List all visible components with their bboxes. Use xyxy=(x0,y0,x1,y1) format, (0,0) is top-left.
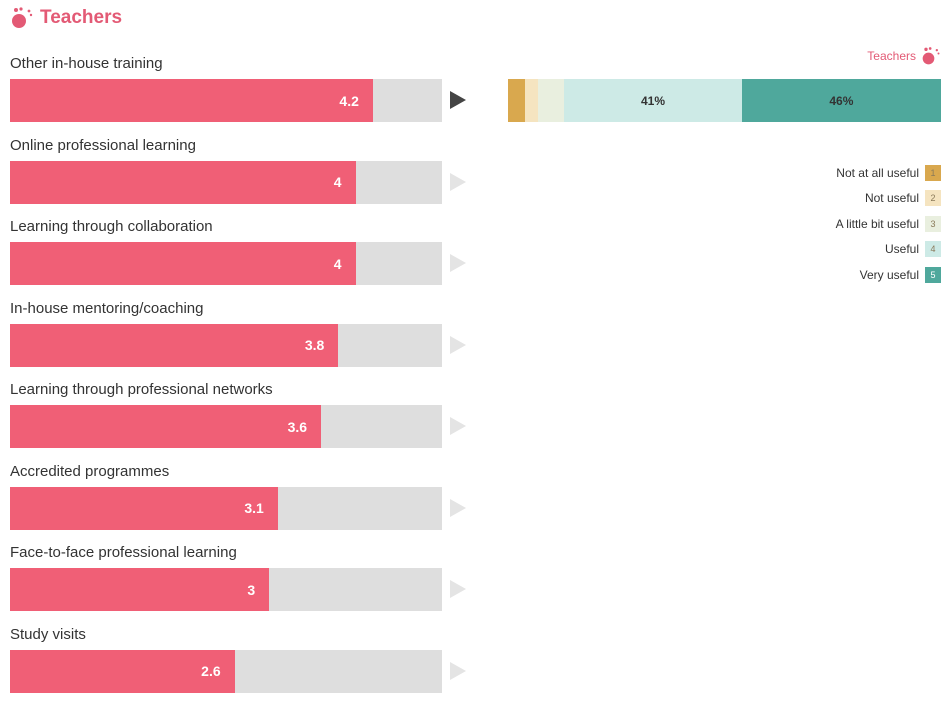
distribution-stacked-bar: 41%46% xyxy=(508,79,941,122)
bar-track: 3 xyxy=(10,568,442,611)
expand-arrow-icon[interactable] xyxy=(450,499,466,517)
distribution-header: Teachers xyxy=(867,46,941,66)
stack-segment: 41% xyxy=(564,79,742,122)
legend: Not at all useful 1 Not useful 2 A little bi… xyxy=(836,160,941,288)
category-label: Accredited programmes xyxy=(10,463,169,480)
expand-arrow-icon[interactable] xyxy=(450,91,466,109)
bar-track: 4 xyxy=(10,161,442,204)
bar-row[interactable]: Face-to-face professional learning 3 xyxy=(10,541,480,623)
legend-label: Not at all useful xyxy=(836,166,919,180)
bar-row[interactable]: Other in-house training 4.2 xyxy=(10,52,480,134)
category-label: Learning through collaboration xyxy=(10,218,213,235)
legend-label: Very useful xyxy=(860,268,919,282)
bar-track: 2.6 xyxy=(10,650,442,693)
bar xyxy=(10,79,373,122)
legend-swatch: 5 xyxy=(925,267,941,283)
legend-item: Very useful 5 xyxy=(860,262,941,288)
bar-track: 3.6 xyxy=(10,405,442,448)
bar-row[interactable]: Accredited programmes 3.1 xyxy=(10,460,480,542)
bar-track: 3.8 xyxy=(10,324,442,367)
page-title: Teachers xyxy=(40,7,122,29)
bar-track: 3.1 xyxy=(10,487,442,530)
legend-swatch: 4 xyxy=(925,241,941,257)
data-label: 3 xyxy=(247,568,269,611)
bar-row[interactable]: In-house mentoring/coaching 3.8 xyxy=(10,297,480,379)
data-label: 3.8 xyxy=(305,324,338,367)
legend-label: Not useful xyxy=(865,191,919,205)
bar xyxy=(10,324,338,367)
legend-item: Useful 4 xyxy=(885,237,941,263)
distribution-group-label: Teachers xyxy=(867,49,916,63)
category-label: Study visits xyxy=(10,626,86,643)
expand-arrow-icon[interactable] xyxy=(450,417,466,435)
data-label: 2.6 xyxy=(201,650,234,693)
legend-swatch: 2 xyxy=(925,190,941,206)
expand-arrow-icon[interactable] xyxy=(450,254,466,272)
data-label: 3.1 xyxy=(244,487,277,530)
legend-item: A little bit useful 3 xyxy=(836,211,941,237)
expand-arrow-icon[interactable] xyxy=(450,662,466,680)
teachers-logo-icon xyxy=(921,46,941,66)
expand-arrow-icon[interactable] xyxy=(450,580,466,598)
bar-row[interactable]: Study visits 2.6 xyxy=(10,623,480,704)
bar-row[interactable]: Online professional learning 4 xyxy=(10,134,480,216)
data-label: 4 xyxy=(334,161,356,204)
bar-row[interactable]: Learning through collaboration 4 xyxy=(10,215,480,297)
bar xyxy=(10,242,356,285)
legend-label: Useful xyxy=(885,242,919,256)
category-label: Learning through professional networks xyxy=(10,381,273,398)
legend-label: A little bit useful xyxy=(836,217,919,231)
stack-segment xyxy=(508,79,525,122)
bar-track: 4.2 xyxy=(10,79,442,122)
stack-segment xyxy=(525,79,538,122)
category-label: In-house mentoring/coaching xyxy=(10,300,203,317)
legend-item: Not at all useful 1 xyxy=(836,160,941,186)
bar-track: 4 xyxy=(10,242,442,285)
data-label: 4 xyxy=(334,242,356,285)
stack-segment: 46% xyxy=(742,79,941,122)
expand-arrow-icon[interactable] xyxy=(450,336,466,354)
data-label: 4.2 xyxy=(339,79,372,122)
data-label: 3.6 xyxy=(288,405,321,448)
legend-item: Not useful 2 xyxy=(865,186,941,212)
category-label: Online professional learning xyxy=(10,137,196,154)
bar-row[interactable]: Learning through professional networks 3.… xyxy=(10,378,480,460)
bar xyxy=(10,161,356,204)
bar xyxy=(10,568,269,611)
bar xyxy=(10,487,278,530)
stack-segment xyxy=(538,79,564,122)
category-label: Face-to-face professional learning xyxy=(10,544,237,561)
average-rating-bar-chart: Other in-house training 4.2 Online profess… xyxy=(10,52,480,704)
legend-swatch: 1 xyxy=(925,165,941,181)
teachers-logo-icon xyxy=(10,6,34,30)
category-label: Other in-house training xyxy=(10,55,163,72)
chart-header: Teachers xyxy=(10,6,122,30)
legend-swatch: 3 xyxy=(925,216,941,232)
expand-arrow-icon[interactable] xyxy=(450,173,466,191)
bar xyxy=(10,405,321,448)
